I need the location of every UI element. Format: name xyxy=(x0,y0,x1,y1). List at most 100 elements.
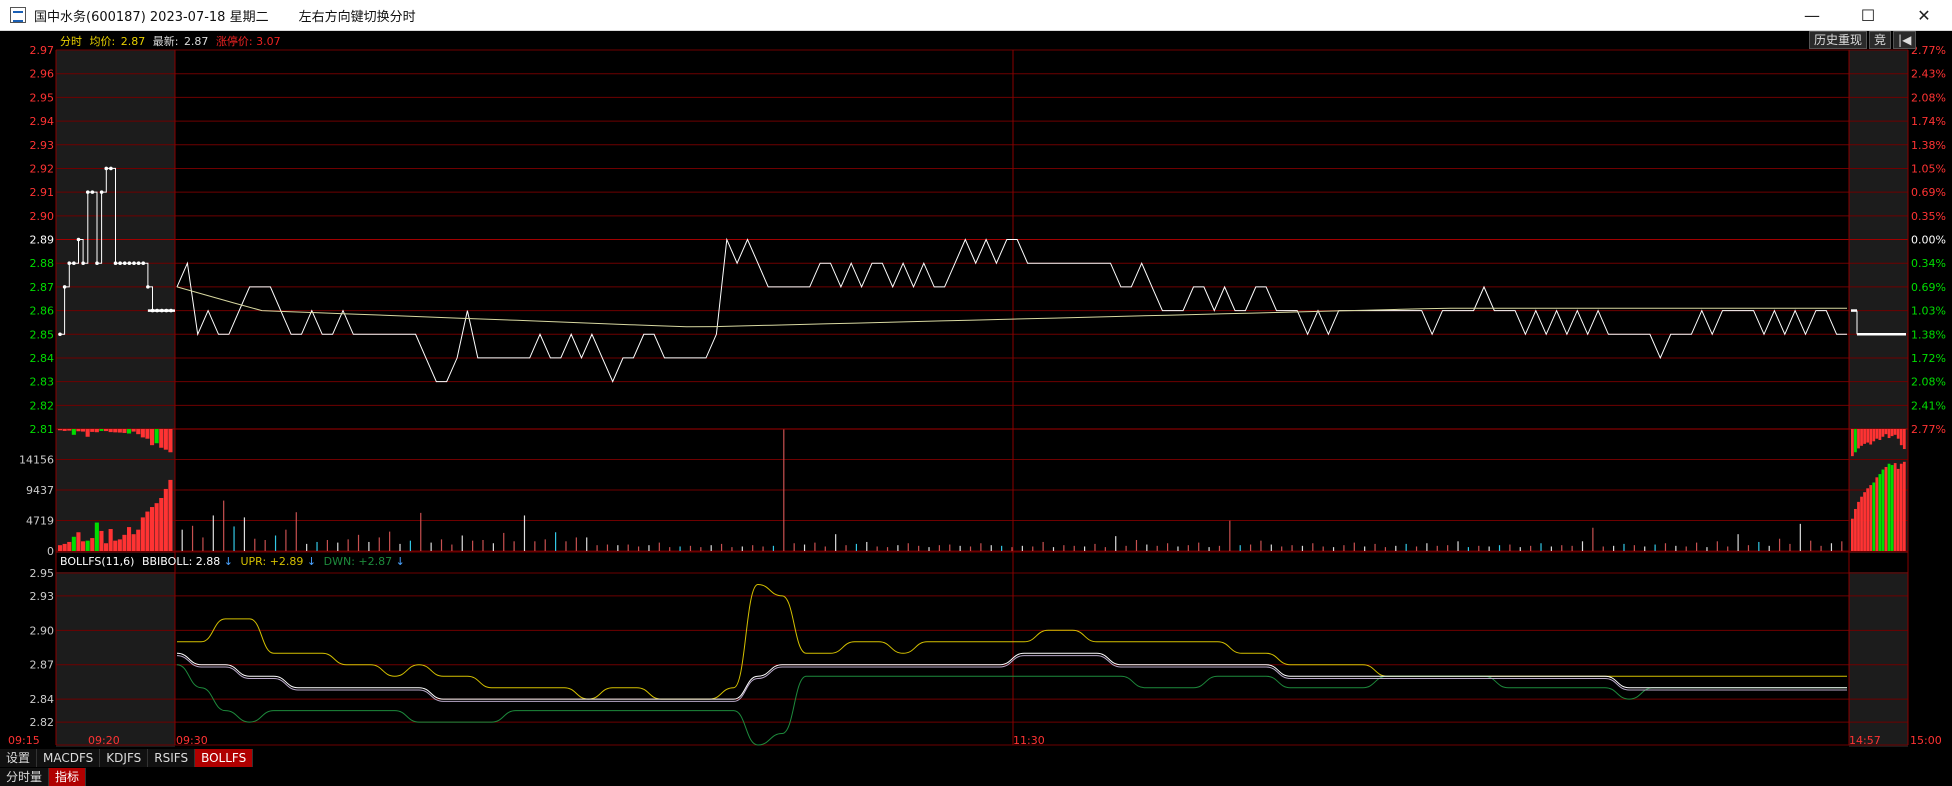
close-volume-bar xyxy=(1863,492,1866,551)
price-tick-label: 2.87 xyxy=(30,281,55,294)
tab-settings[interactable]: 设置 xyxy=(0,749,38,767)
close-volume-bar xyxy=(1875,477,1879,551)
price-axis-left: 2.97 2.96 2.95 2.94 2.93 2.92 2.91 2.90 2.89 2.88… xyxy=(30,44,55,436)
pct-tick-label: 1.74% xyxy=(1911,115,1946,128)
auction-volume-bar xyxy=(85,540,90,551)
back-icon[interactable]: |◀ xyxy=(1893,31,1917,49)
auction-imbalance-bar xyxy=(81,429,86,432)
close-volume-bar xyxy=(1902,461,1906,551)
close-volume-bar xyxy=(1872,482,1876,551)
maximize-button[interactable]: ☐ xyxy=(1840,0,1896,30)
auction-volume-bar xyxy=(131,534,136,551)
auction-volume-bar xyxy=(136,529,141,551)
auction-imbalance-bar xyxy=(58,429,63,431)
avg-price-line xyxy=(176,286,1847,328)
pct-tick-label: 0.69% xyxy=(1911,281,1946,294)
auction-imbalance-bar xyxy=(122,429,127,433)
auction-imbalance-bar xyxy=(163,429,168,450)
auction-volume-bar xyxy=(122,534,127,551)
price-tick-label: 2.94 xyxy=(30,115,55,128)
indicator-name: BOLLFS(11,6) xyxy=(60,555,134,568)
boll-tick-label: 2.87 xyxy=(30,659,55,672)
close-imbalance-bar xyxy=(1860,429,1863,446)
auction-imbalance-bar xyxy=(117,429,122,433)
auction-volume-bar xyxy=(127,527,132,551)
pct-tick-label: 2.08% xyxy=(1911,91,1946,104)
auction-imbalance-bar xyxy=(140,429,145,438)
time-tick-label: 14:57 xyxy=(1849,734,1881,747)
close-imbalance-bar xyxy=(1863,429,1866,444)
volume-tick-label: 9437 xyxy=(26,484,54,497)
minimize-icon: — xyxy=(1804,5,1820,25)
time-tick-label: 11:30 xyxy=(1013,734,1045,747)
tab-kdjfs[interactable]: KDJFS xyxy=(100,749,149,767)
tab-rsifs[interactable]: RSIFS xyxy=(148,749,196,767)
close-volume-bar xyxy=(1893,463,1897,551)
auction-volume-bar xyxy=(117,539,122,551)
time-tick-label: 09:15 xyxy=(8,734,40,747)
pct-tick-label: 1.05% xyxy=(1911,162,1946,175)
tab-volume[interactable]: 分时量 xyxy=(0,768,50,786)
close-volume-bar xyxy=(1860,496,1863,551)
close-imbalance-bar xyxy=(1878,429,1882,440)
auction-volume-bar xyxy=(76,532,81,551)
price-tick-label: 2.88 xyxy=(30,257,55,270)
price-tick-label: 2.93 xyxy=(30,139,55,152)
auction-volume-bar xyxy=(81,541,86,551)
auction-volume-bar xyxy=(94,522,99,551)
pct-tick-label: 2.77% xyxy=(1911,44,1946,57)
close-volume-bar xyxy=(1890,465,1894,551)
auction-imbalance-bar xyxy=(108,429,113,433)
close-imbalance-bar xyxy=(1896,429,1900,439)
boll-axis: 2.95 2.93 2.90 2.87 2.84 2.82 xyxy=(30,567,55,729)
intraday-chart[interactable]: 2.97 2.96 2.95 2.94 2.93 2.92 2.91 2.90 2.89 2.88… xyxy=(0,31,1952,749)
bbiboll-down-arrow: ↓ xyxy=(224,555,233,568)
price-tick-label: 2.92 xyxy=(30,162,55,175)
main-price-line xyxy=(176,237,1847,383)
auction-volume-bar xyxy=(163,488,168,551)
price-tick-label: 2.97 xyxy=(30,44,55,57)
auction-imbalance-bar xyxy=(159,429,164,448)
indicator-header: BOLLFS(11,6) BBIBOLL: 2.88 ↓ UPR: +2.89 … xyxy=(60,555,405,568)
auction-imbalance-bar xyxy=(127,429,132,434)
price-tick-label: 2.81 xyxy=(30,423,55,436)
auction-imbalance-bar xyxy=(154,429,159,444)
maximize-icon: ☐ xyxy=(1860,5,1876,25)
close-button[interactable]: ✕ xyxy=(1896,0,1952,30)
time-tick-label: 15:00 xyxy=(1910,734,1942,747)
pct-tick-label: 2.77% xyxy=(1911,423,1946,436)
auction-volume-bar xyxy=(108,529,113,551)
minimize-button[interactable]: — xyxy=(1784,0,1840,30)
upr-down-arrow: ↓ xyxy=(307,555,316,568)
auction-volume-bar xyxy=(67,541,72,551)
avg-value: 2.87 xyxy=(121,35,146,48)
bbiboll-label: BBIBOLL: xyxy=(142,555,192,568)
window-titlebar: 国中水务(600187) 2023-07-18 星期二 左右方向键切换分时 — … xyxy=(0,0,1952,31)
price-tick-label: 2.89 xyxy=(30,234,55,247)
price-tick-label: 2.96 xyxy=(30,68,55,81)
auction-volume-bar xyxy=(71,536,76,551)
window-title: 国中水务(600187) 2023-07-18 星期二 xyxy=(34,9,269,25)
close-imbalance-bar xyxy=(1866,429,1870,443)
dwn-label: DWN: xyxy=(324,555,355,568)
auction-imbalance-bar xyxy=(168,429,173,453)
boll-lower-line xyxy=(176,664,1847,746)
auction-volume-bar xyxy=(113,540,118,551)
auction-volume-bar xyxy=(62,543,67,551)
close-volume-bar xyxy=(1899,463,1903,551)
tab-macdfs[interactable]: MACDFS xyxy=(37,749,101,767)
tab-indicator[interactable]: 指标 xyxy=(49,768,87,786)
auction-imbalance-bar xyxy=(71,429,76,435)
limit-label: 涨停价: xyxy=(216,34,253,48)
close-imbalance-bar xyxy=(1869,429,1873,445)
history-replay-button[interactable]: 历史重现 xyxy=(1809,31,1868,49)
auction-button[interactable]: 竞 xyxy=(1869,31,1892,49)
auction-imbalance-bar xyxy=(85,429,90,437)
close-imbalance-bar xyxy=(1875,429,1879,439)
mode-label: 分时 xyxy=(60,35,82,48)
volume-bars xyxy=(58,429,1906,551)
dwn-value: +2.87 xyxy=(358,555,392,568)
pct-tick-label: 1.38% xyxy=(1911,139,1946,152)
tab-bollfs[interactable]: BOLLFS xyxy=(195,749,254,767)
close-volume-bar xyxy=(1878,474,1882,551)
